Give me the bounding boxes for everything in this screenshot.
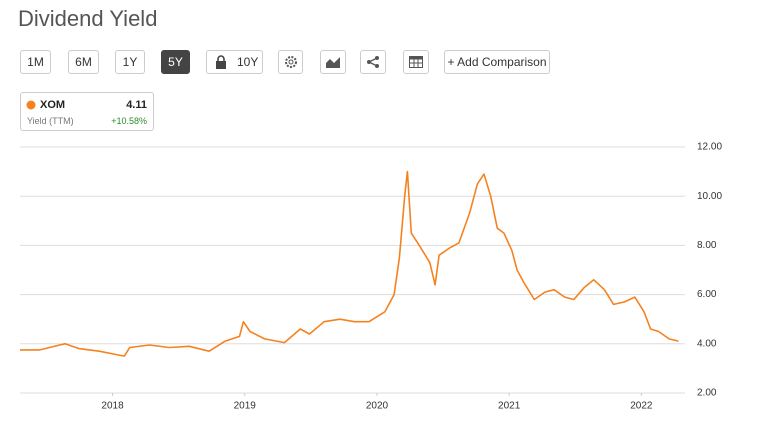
settings-button[interactable] xyxy=(278,50,303,74)
legend-change: +10.58% xyxy=(111,116,147,126)
legend-value: 4.11 xyxy=(126,99,147,111)
share-icon xyxy=(367,56,379,68)
legend-label: Yield (TTM) xyxy=(27,116,74,126)
chart-type-button[interactable] xyxy=(320,50,346,74)
lock-icon xyxy=(216,55,226,69)
y-tick-label: 2.00 xyxy=(697,388,717,399)
legend-dot xyxy=(26,100,36,110)
range-button[interactable]: 6M xyxy=(68,50,99,74)
x-tick-label: 2021 xyxy=(498,401,521,412)
y-tick-label: 4.00 xyxy=(697,338,717,349)
series-line xyxy=(20,170,679,357)
y-tick-label: 12.00 xyxy=(697,142,722,153)
x-tick-label: 2020 xyxy=(366,401,389,412)
table-button[interactable] xyxy=(403,50,429,74)
range-button[interactable]: 1M xyxy=(20,50,51,74)
range-button[interactable]: 5Y xyxy=(161,50,190,74)
gear-icon xyxy=(284,56,297,68)
legend-name: XOM xyxy=(40,99,66,111)
add-comparison-button[interactable]: + Add Comparison xyxy=(444,50,550,74)
range-button[interactable]: 1Y xyxy=(115,50,145,74)
page-title: Dividend Yield xyxy=(18,6,158,31)
y-tick-label: 8.00 xyxy=(697,240,717,251)
share-button[interactable] xyxy=(360,50,386,74)
range-button[interactable]: 10Y xyxy=(206,50,263,74)
x-tick-label: 2018 xyxy=(101,401,124,412)
y-tick-label: 6.00 xyxy=(697,289,717,300)
button-label: 10Y xyxy=(237,55,259,69)
table-icon xyxy=(409,56,423,68)
area-icon xyxy=(326,57,340,68)
x-tick-label: 2019 xyxy=(234,401,257,412)
legend: XOM 4.11 Yield (TTM) +10.58% xyxy=(20,92,154,131)
x-tick-label: 2022 xyxy=(630,401,653,412)
y-tick-label: 10.00 xyxy=(697,191,722,202)
